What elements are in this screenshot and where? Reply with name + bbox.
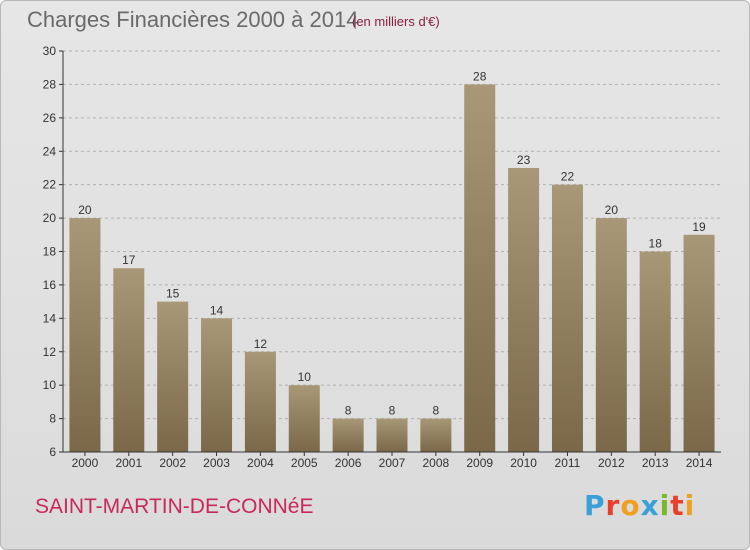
- logo-letter: i: [659, 489, 671, 522]
- x-tick-label: 2002: [159, 456, 186, 470]
- bar-2004: [244, 351, 276, 452]
- logo-letter: r: [605, 489, 621, 522]
- axis-layer: 6 8 10 12 14 16 18 20 22 24 26 28 30 2000 2001 2002 2003…: [43, 44, 721, 470]
- y-tick-label: 18: [43, 245, 57, 259]
- bar-2009: [464, 84, 496, 453]
- bar-2008: [420, 418, 452, 452]
- bar-value-label: 22: [561, 170, 575, 184]
- bar-2000: [69, 218, 101, 452]
- y-tick-label: 14: [43, 311, 57, 325]
- bar-2012: [595, 218, 627, 452]
- bar-2002: [157, 301, 189, 452]
- bar-value-label: 15: [166, 287, 180, 301]
- x-tick-label: 2003: [203, 456, 230, 470]
- bar-value-label: 20: [78, 203, 92, 217]
- y-tick-label: 10: [43, 378, 57, 392]
- x-tick-label: 2004: [247, 456, 274, 470]
- x-tick-label: 2012: [598, 456, 625, 470]
- logo-letter: o: [620, 489, 641, 522]
- bar-layer: 20 17 15 14 12 10 8 8 8 28 23 22 20 18 19: [69, 69, 715, 453]
- logo-letter: P: [584, 489, 606, 522]
- bar-2003: [201, 318, 233, 452]
- x-tick-label: 2008: [423, 456, 450, 470]
- bar-value-label: 20: [605, 203, 619, 217]
- x-tick-label: 2000: [72, 456, 99, 470]
- x-tick-label: 2005: [291, 456, 318, 470]
- logo-letter: t: [670, 489, 685, 522]
- chart-title: Charges Financières 2000 à 2014: [27, 7, 359, 32]
- x-tick-label: 2011: [555, 456, 581, 470]
- bar-value-label: 8: [433, 404, 440, 418]
- bar-value-label: 14: [210, 303, 224, 317]
- x-tick-label: 2007: [379, 456, 406, 470]
- y-tick-label: 28: [43, 77, 57, 91]
- y-tick-label: 16: [43, 278, 57, 292]
- proxiti-logo: Proxiti: [584, 489, 695, 522]
- bar-2007: [376, 418, 408, 452]
- y-tick-label: 26: [43, 111, 57, 125]
- bar-value-label: 8: [389, 404, 396, 418]
- bar-2010: [508, 167, 540, 453]
- bar-2014: [683, 234, 715, 452]
- x-tick-label: 2009: [466, 456, 493, 470]
- x-tick-label: 2001: [115, 456, 142, 470]
- bar-value-label: 17: [122, 253, 136, 267]
- x-tick-label: 2013: [642, 456, 669, 470]
- x-tick-label: 2010: [510, 456, 537, 470]
- bar-2013: [639, 251, 671, 452]
- chart-unit-label: (en milliers d'€): [352, 14, 440, 29]
- bar-value-label: 10: [298, 370, 312, 384]
- bar-value-label: 18: [649, 237, 663, 251]
- x-tick-label: 2014: [686, 456, 713, 470]
- commune-name: SAINT-MARTIN-DE-CONNéE: [35, 495, 314, 518]
- y-tick-label: 30: [43, 44, 57, 58]
- y-tick-label: 24: [43, 144, 57, 158]
- bar-2011: [551, 184, 583, 452]
- bar-2005: [288, 385, 320, 452]
- y-tick-label: 8: [49, 412, 56, 426]
- logo-letter: x: [640, 489, 660, 522]
- y-tick-label: 6: [49, 445, 56, 459]
- bar-2001: [113, 268, 145, 452]
- bar-value-label: 28: [473, 69, 487, 83]
- logo-letter: i: [684, 489, 696, 522]
- bar-value-label: 12: [254, 337, 268, 351]
- y-tick-label: 22: [43, 178, 57, 192]
- y-tick-label: 20: [43, 211, 57, 225]
- bar-2006: [332, 418, 364, 452]
- bar-value-label: 8: [345, 404, 352, 418]
- bar-value-label: 19: [692, 220, 706, 234]
- bar-value-label: 23: [517, 153, 531, 167]
- x-tick-label: 2006: [335, 456, 362, 470]
- y-tick-label: 12: [43, 345, 57, 359]
